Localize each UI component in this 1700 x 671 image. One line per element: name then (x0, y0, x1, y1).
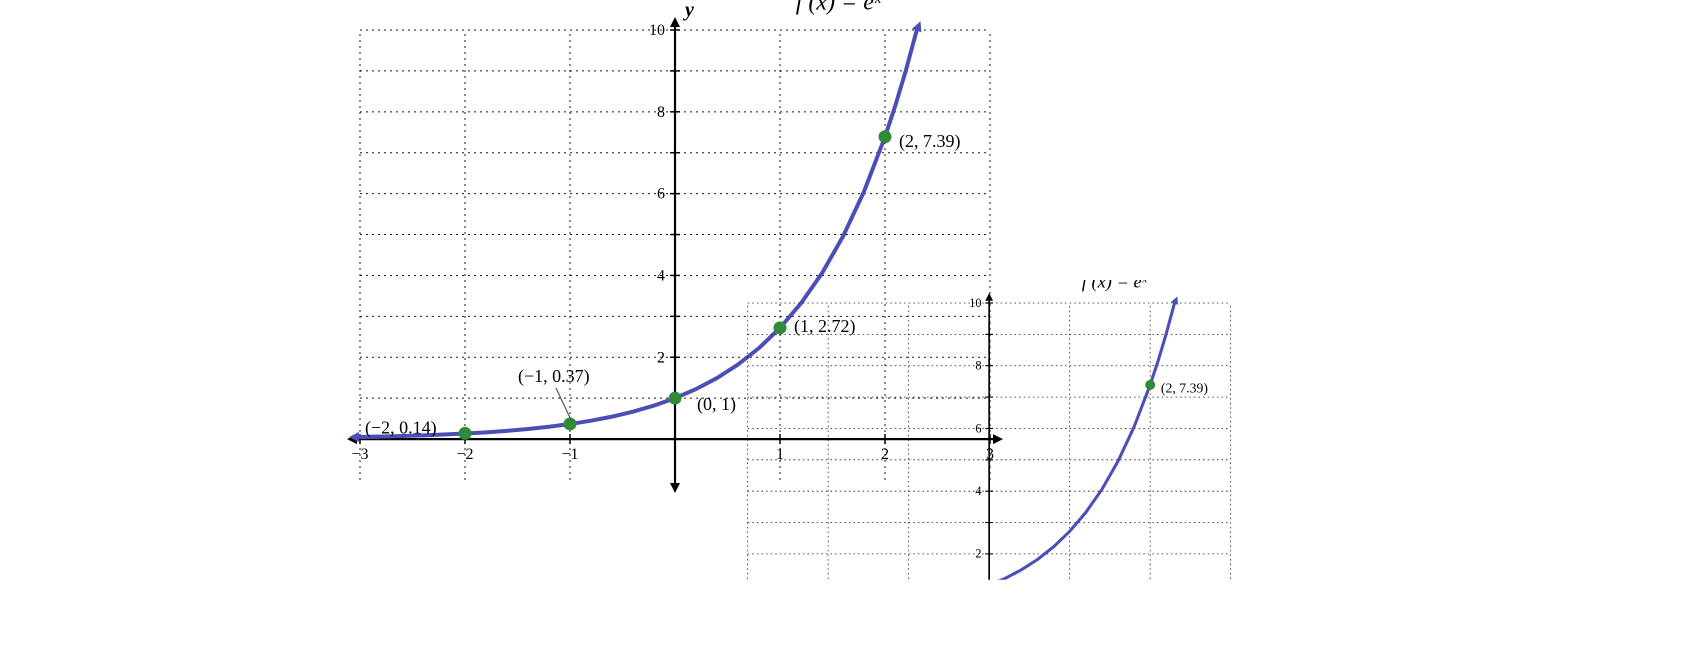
point-label: (−2, 0.14) (365, 417, 437, 438)
x-tick-label: −2 (456, 446, 473, 463)
y-axis-label: y (683, 0, 694, 21)
x-tick-label: −3 (741, 621, 754, 635)
y-tick-label: 10 (969, 296, 981, 310)
curve (743, 300, 1176, 615)
data-points: (2, 7.39) (1145, 380, 1208, 397)
data-point (879, 130, 892, 143)
y-tick-label: 10 (649, 22, 665, 39)
x-tick-label: −1 (561, 446, 578, 463)
y-tick-label: 6 (657, 186, 665, 203)
point-label: (2, 7.39) (899, 131, 961, 152)
x-tick-label: 2 (1147, 621, 1153, 635)
x-tick-label: 1 (1067, 621, 1073, 635)
data-point (564, 417, 577, 430)
x-tick-label: −1 (902, 621, 915, 635)
data-point (459, 427, 472, 440)
point-label: (2, 7.39) (1161, 381, 1208, 397)
x-tick-label: −3 (351, 446, 368, 463)
tick-labels: −3 −2 −1 1 2 3 2 4 6 8 10 (741, 296, 1234, 635)
panel-2: −3 −2 −1 1 2 3 2 4 6 8 10 (2, 7.39) f (x) = eˣ (610, 280, 1330, 671)
exponential-chart-panel: −3 −2 −1 1 2 3 2 4 6 8 10 (2, 7.39) f (x) = eˣ (610, 280, 1330, 671)
y-tick-label: 2 (975, 547, 981, 561)
chart-container: −3−2−1123246810xy(−2, 0.14)(−1, 0.37)(0,… (0, 0, 1700, 671)
x-tick-label: 3 (1228, 621, 1234, 635)
point-label: (−1, 0.37) (518, 366, 590, 387)
function-title: f (x) = eˣ (1082, 280, 1148, 292)
y-tick-label: 6 (975, 421, 981, 435)
x-tick-label: −2 (822, 621, 835, 635)
function-title: f (x) = eˣ (796, 0, 882, 16)
y-tick-label: 8 (657, 104, 665, 121)
data-point (1145, 380, 1155, 390)
y-tick-label: 8 (975, 359, 981, 373)
y-tick-label: 4 (975, 484, 981, 498)
